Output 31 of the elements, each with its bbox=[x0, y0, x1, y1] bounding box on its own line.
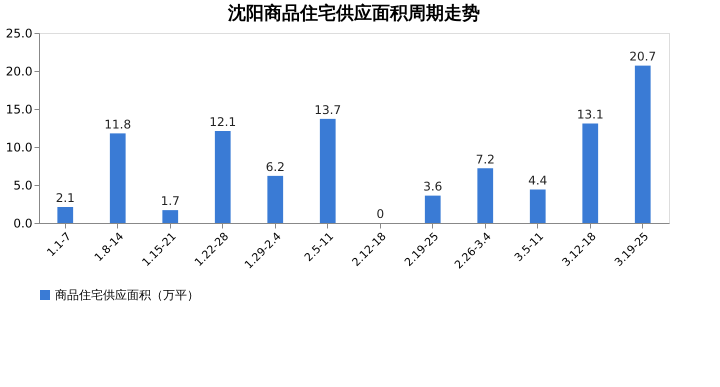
data-label: 7.2 bbox=[476, 152, 495, 166]
y-tick-label: 5.0 bbox=[13, 178, 32, 192]
bar bbox=[320, 118, 336, 223]
y-tick-label: 10.0 bbox=[6, 140, 32, 154]
bar bbox=[477, 168, 494, 223]
chart-title: 沈阳商品住宅供应面积周期走势 bbox=[227, 3, 480, 24]
bar bbox=[57, 207, 74, 223]
data-label: 13.7 bbox=[314, 102, 342, 117]
data-label: 0 bbox=[376, 207, 384, 221]
bar bbox=[162, 210, 178, 223]
data-label: 11.8 bbox=[104, 117, 132, 132]
bar bbox=[110, 133, 126, 223]
data-label: 2.1 bbox=[56, 191, 75, 206]
data-label: 4.4 bbox=[528, 174, 548, 188]
data-label: 1.7 bbox=[160, 194, 180, 208]
data-label: 3.6 bbox=[423, 180, 442, 194]
data-label: 6.2 bbox=[266, 160, 285, 174]
y-tick-label: 0.0 bbox=[13, 216, 32, 230]
data-label: 20.7 bbox=[629, 50, 656, 64]
bar bbox=[530, 190, 546, 223]
y-tick-label: 20.0 bbox=[6, 64, 32, 78]
bar bbox=[424, 196, 441, 223]
data-label: 12.1 bbox=[209, 115, 236, 130]
y-tick-label: 15.0 bbox=[6, 102, 32, 116]
legend-label: 商品住宅供应面积（万平） bbox=[55, 288, 199, 302]
y-tick-label: 25.0 bbox=[6, 26, 32, 40]
bar bbox=[634, 66, 651, 223]
data-label: 13.1 bbox=[576, 107, 604, 122]
bar bbox=[214, 131, 231, 223]
bar bbox=[582, 123, 598, 223]
bar bbox=[267, 176, 284, 223]
